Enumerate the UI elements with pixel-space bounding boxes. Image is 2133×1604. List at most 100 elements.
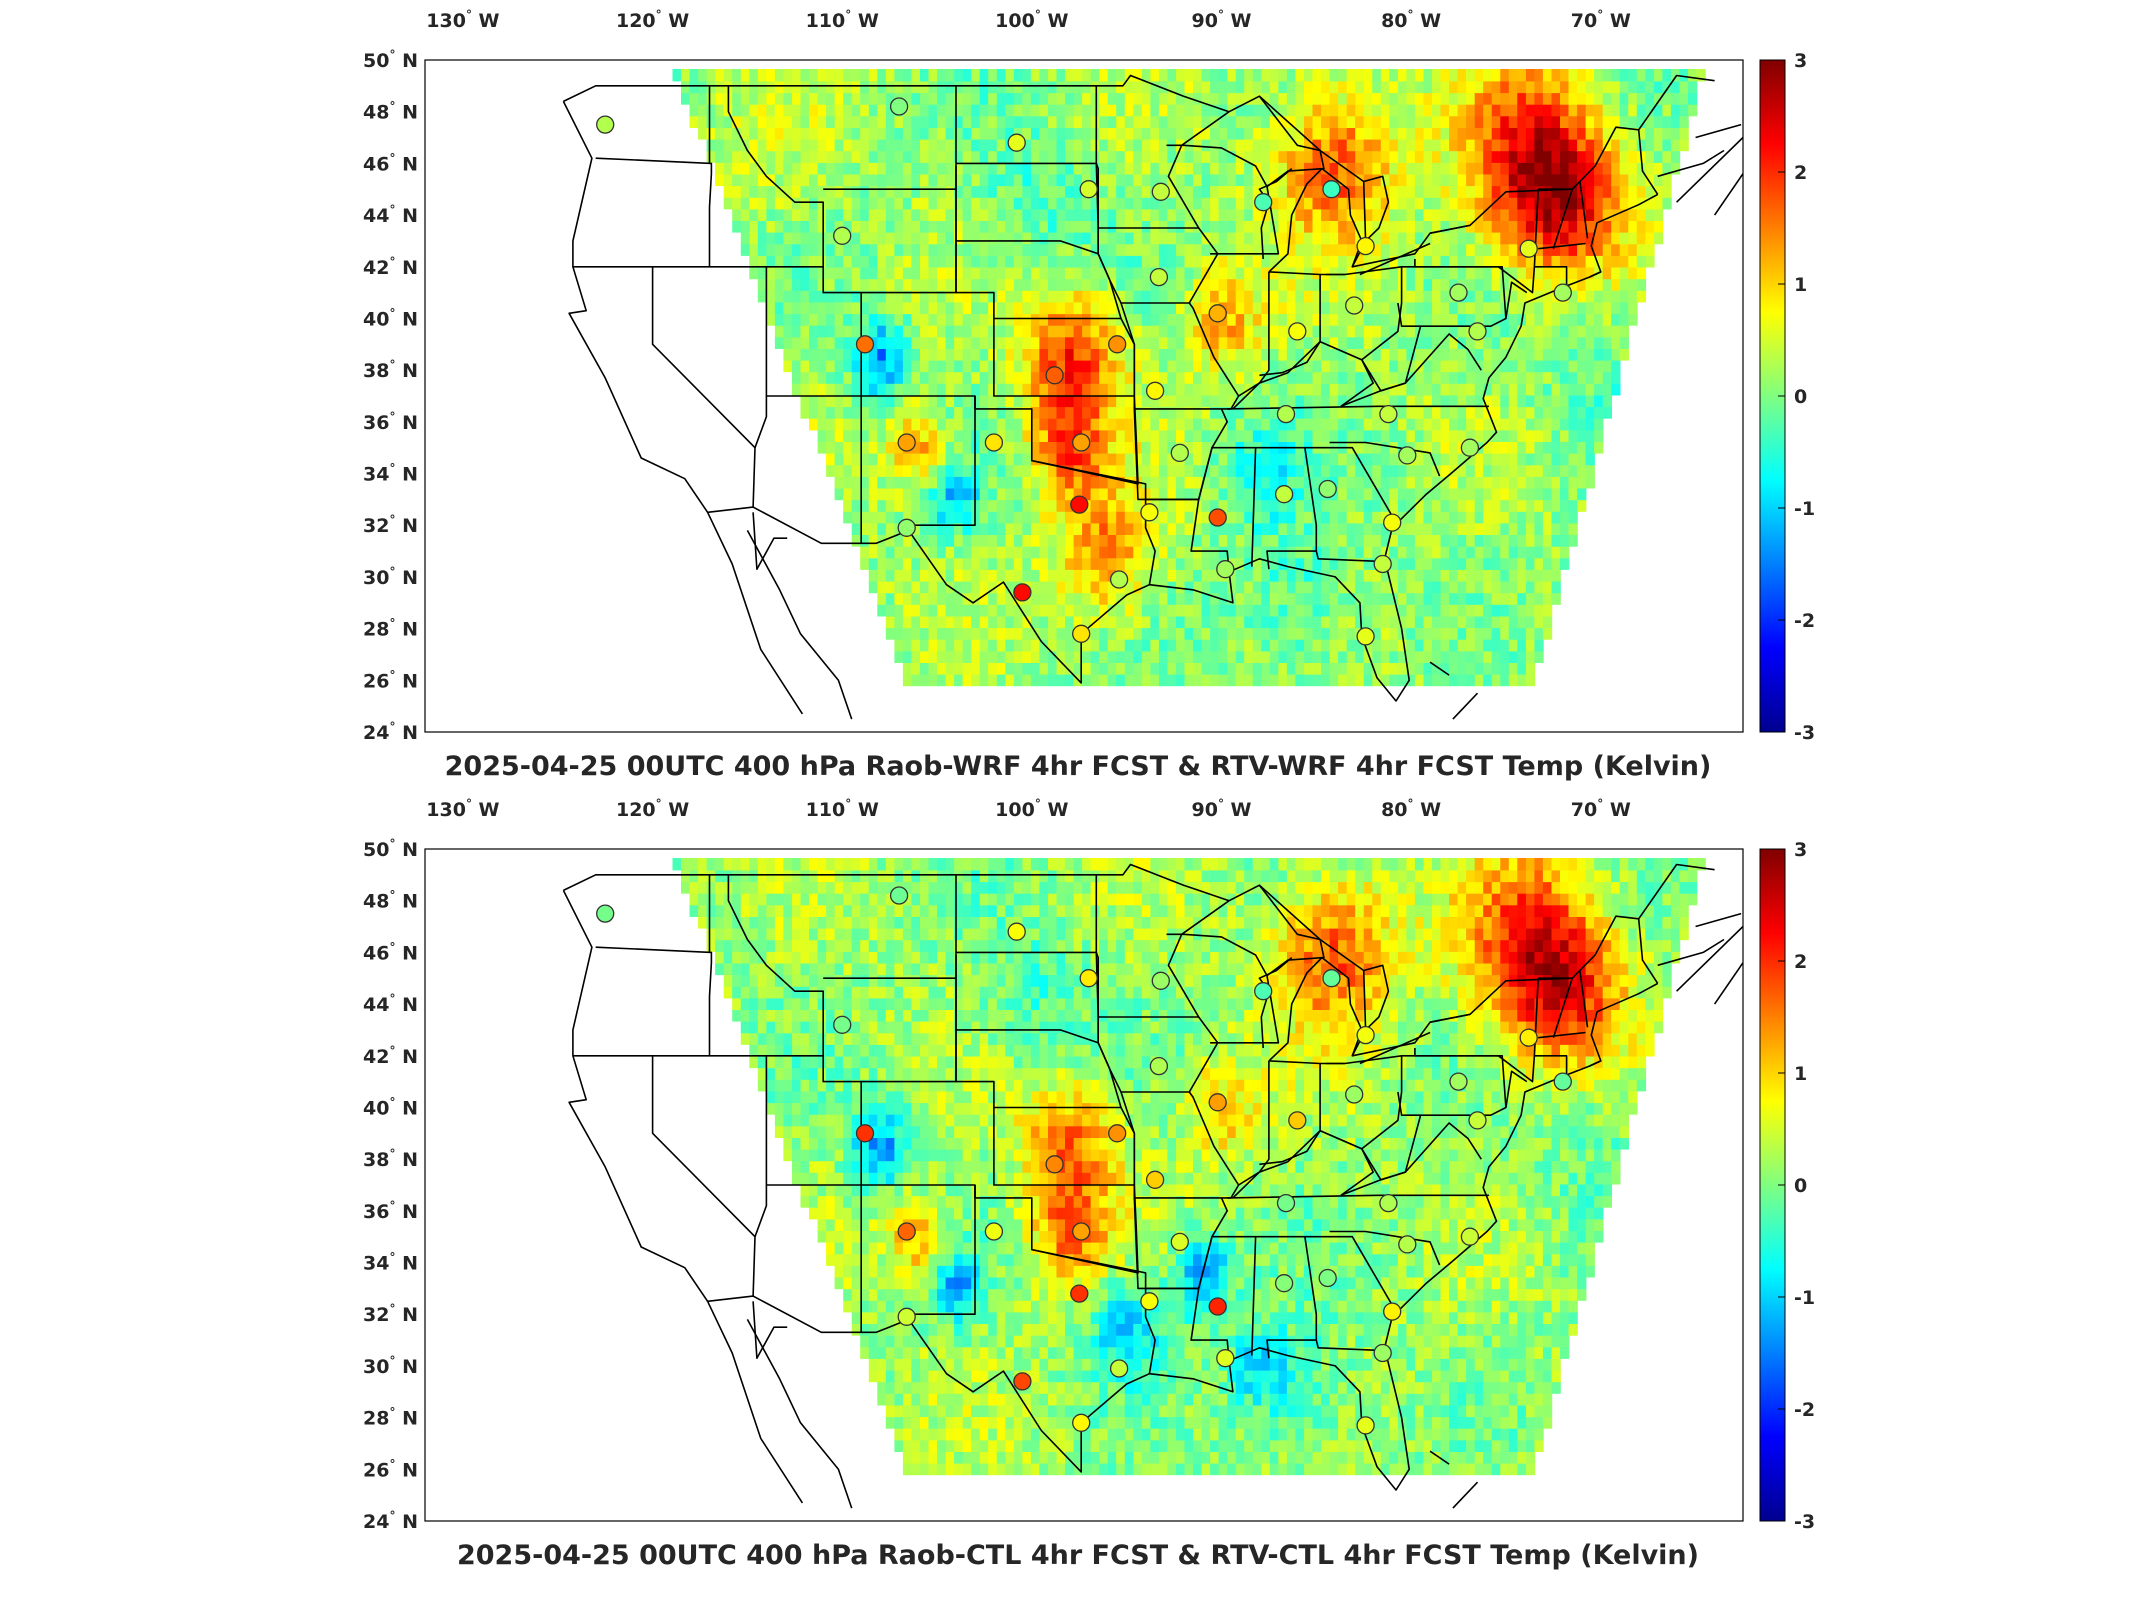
colorbar-tick-label: 1 — [1794, 274, 1807, 296]
raob-station-marker — [898, 1308, 915, 1325]
lon-tick-label: 70° W — [1571, 8, 1631, 32]
lat-tick-label: 38° N — [363, 358, 418, 382]
lon-tick-degree: 130 — [426, 10, 466, 32]
lat-tick-label: 48° N — [363, 889, 418, 913]
lat-tick-degree: 40 — [363, 1098, 389, 1120]
raob-station-marker — [1217, 1350, 1234, 1367]
lat-tick-dir: N — [395, 1253, 418, 1275]
colorbar-tick-label: 3 — [1794, 839, 1807, 861]
raob-station-marker — [1152, 183, 1169, 200]
lat-tick-degree: 28 — [363, 1408, 389, 1430]
lon-tick-dir: W — [1603, 10, 1631, 32]
raob-station-marker — [1209, 1298, 1226, 1315]
raob-station-marker — [857, 1125, 874, 1142]
lat-tick-label: 40° N — [363, 1096, 418, 1120]
lat-tick-degree: 50 — [363, 839, 389, 861]
lat-tick-dir: N — [395, 309, 418, 331]
lat-tick-label: 44° N — [363, 992, 418, 1016]
lat-tick-label: 38° N — [363, 1147, 418, 1171]
lat-tick-dir: N — [395, 722, 418, 744]
raob-station-marker — [1357, 1417, 1374, 1434]
lat-tick-label: 34° N — [363, 1251, 418, 1275]
raob-station-marker — [1152, 972, 1169, 989]
raob-station-marker — [1278, 406, 1295, 423]
lon-tick-label: 110° W — [806, 8, 879, 32]
raob-station-marker — [1346, 1086, 1363, 1103]
lat-tick-degree: 26 — [363, 1459, 389, 1481]
raob-station-marker — [1380, 1195, 1397, 1212]
raob-station-marker — [1014, 1373, 1031, 1390]
raob-station-marker — [1217, 561, 1234, 578]
lon-tick-dir: W — [1224, 10, 1252, 32]
lat-tick-degree: 32 — [363, 1304, 389, 1326]
temperature-difference-field — [673, 69, 1706, 686]
raob-station-marker — [1109, 1125, 1126, 1142]
lat-tick-degree: 30 — [363, 567, 389, 589]
raob-station-marker — [597, 116, 614, 133]
lon-tick-degree: 110 — [806, 799, 846, 821]
raob-station-marker — [597, 905, 614, 922]
lat-tick-label: 26° N — [363, 668, 418, 692]
lat-tick-degree: 38 — [363, 360, 389, 382]
lat-tick-dir: N — [395, 670, 418, 692]
raob-station-marker — [1008, 923, 1025, 940]
colorbar-tick-label: -1 — [1794, 1287, 1815, 1309]
lat-tick-label: 50° N — [363, 837, 418, 861]
raob-station-marker — [1209, 1094, 1226, 1111]
lon-tick-degree: 120 — [616, 10, 656, 32]
lat-tick-label: 30° N — [363, 565, 418, 589]
raob-station-marker — [1073, 1414, 1090, 1431]
raob-station-marker — [1399, 447, 1416, 464]
lon-tick-label: 90° W — [1191, 797, 1251, 821]
lat-tick-label: 32° N — [363, 513, 418, 537]
lon-tick-dir: W — [472, 799, 500, 821]
colorbar-tick-label: -2 — [1794, 610, 1815, 632]
raob-station-marker — [1278, 1195, 1295, 1212]
lat-tick-label: 40° N — [363, 307, 418, 331]
lat-tick-dir: N — [395, 1511, 418, 1533]
colorbar-tick-label: 0 — [1794, 1175, 1807, 1197]
lon-tick-dir: W — [662, 10, 690, 32]
lon-tick-dir: W — [472, 10, 500, 32]
lat-tick-dir: N — [395, 891, 418, 913]
raob-station-marker — [1520, 1029, 1537, 1046]
raob-station-marker — [1141, 504, 1158, 521]
lon-tick-dir: W — [1603, 799, 1631, 821]
lat-tick-degree: 38 — [363, 1149, 389, 1171]
lat-tick-dir: N — [395, 567, 418, 589]
lat-tick-label: 42° N — [363, 255, 418, 279]
raob-station-marker — [1073, 434, 1090, 451]
raob-station-marker — [1255, 194, 1272, 211]
raob-station-marker — [1399, 1236, 1416, 1253]
raob-station-marker — [1147, 382, 1164, 399]
raob-station-marker — [1520, 240, 1537, 257]
lat-tick-label: 34° N — [363, 462, 418, 486]
colorbar-tick-label: 3 — [1794, 50, 1807, 72]
lon-tick-dir: W — [851, 10, 879, 32]
lat-tick-dir: N — [395, 1046, 418, 1068]
raob-station-marker — [1111, 571, 1128, 588]
raob-station-marker — [1319, 481, 1336, 498]
raob-station-marker — [898, 1223, 915, 1240]
lon-tick-label: 100° W — [995, 797, 1068, 821]
raob-station-marker — [1357, 628, 1374, 645]
raob-station-marker — [1111, 1360, 1128, 1377]
panel-title: 2025-04-25 00UTC 400 hPa Raob-CTL 4hr FC… — [457, 1540, 1699, 1571]
lat-tick-dir: N — [395, 1098, 418, 1120]
lon-tick-label: 80° W — [1381, 797, 1441, 821]
lon-tick-label: 120° W — [616, 8, 689, 32]
lon-tick-label: 80° W — [1381, 8, 1441, 32]
lat-tick-dir: N — [395, 1304, 418, 1326]
colorbar-tick-label: 1 — [1794, 1063, 1807, 1085]
raob-station-marker — [1080, 970, 1097, 987]
lat-tick-label: 50° N — [363, 48, 418, 72]
colorbar-tick-label: 2 — [1794, 951, 1807, 973]
raob-station-marker — [1450, 284, 1467, 301]
lat-tick-dir: N — [395, 102, 418, 124]
raob-station-marker — [1289, 323, 1306, 340]
lat-tick-label: 46° N — [363, 940, 418, 964]
lat-tick-label: 28° N — [363, 617, 418, 641]
